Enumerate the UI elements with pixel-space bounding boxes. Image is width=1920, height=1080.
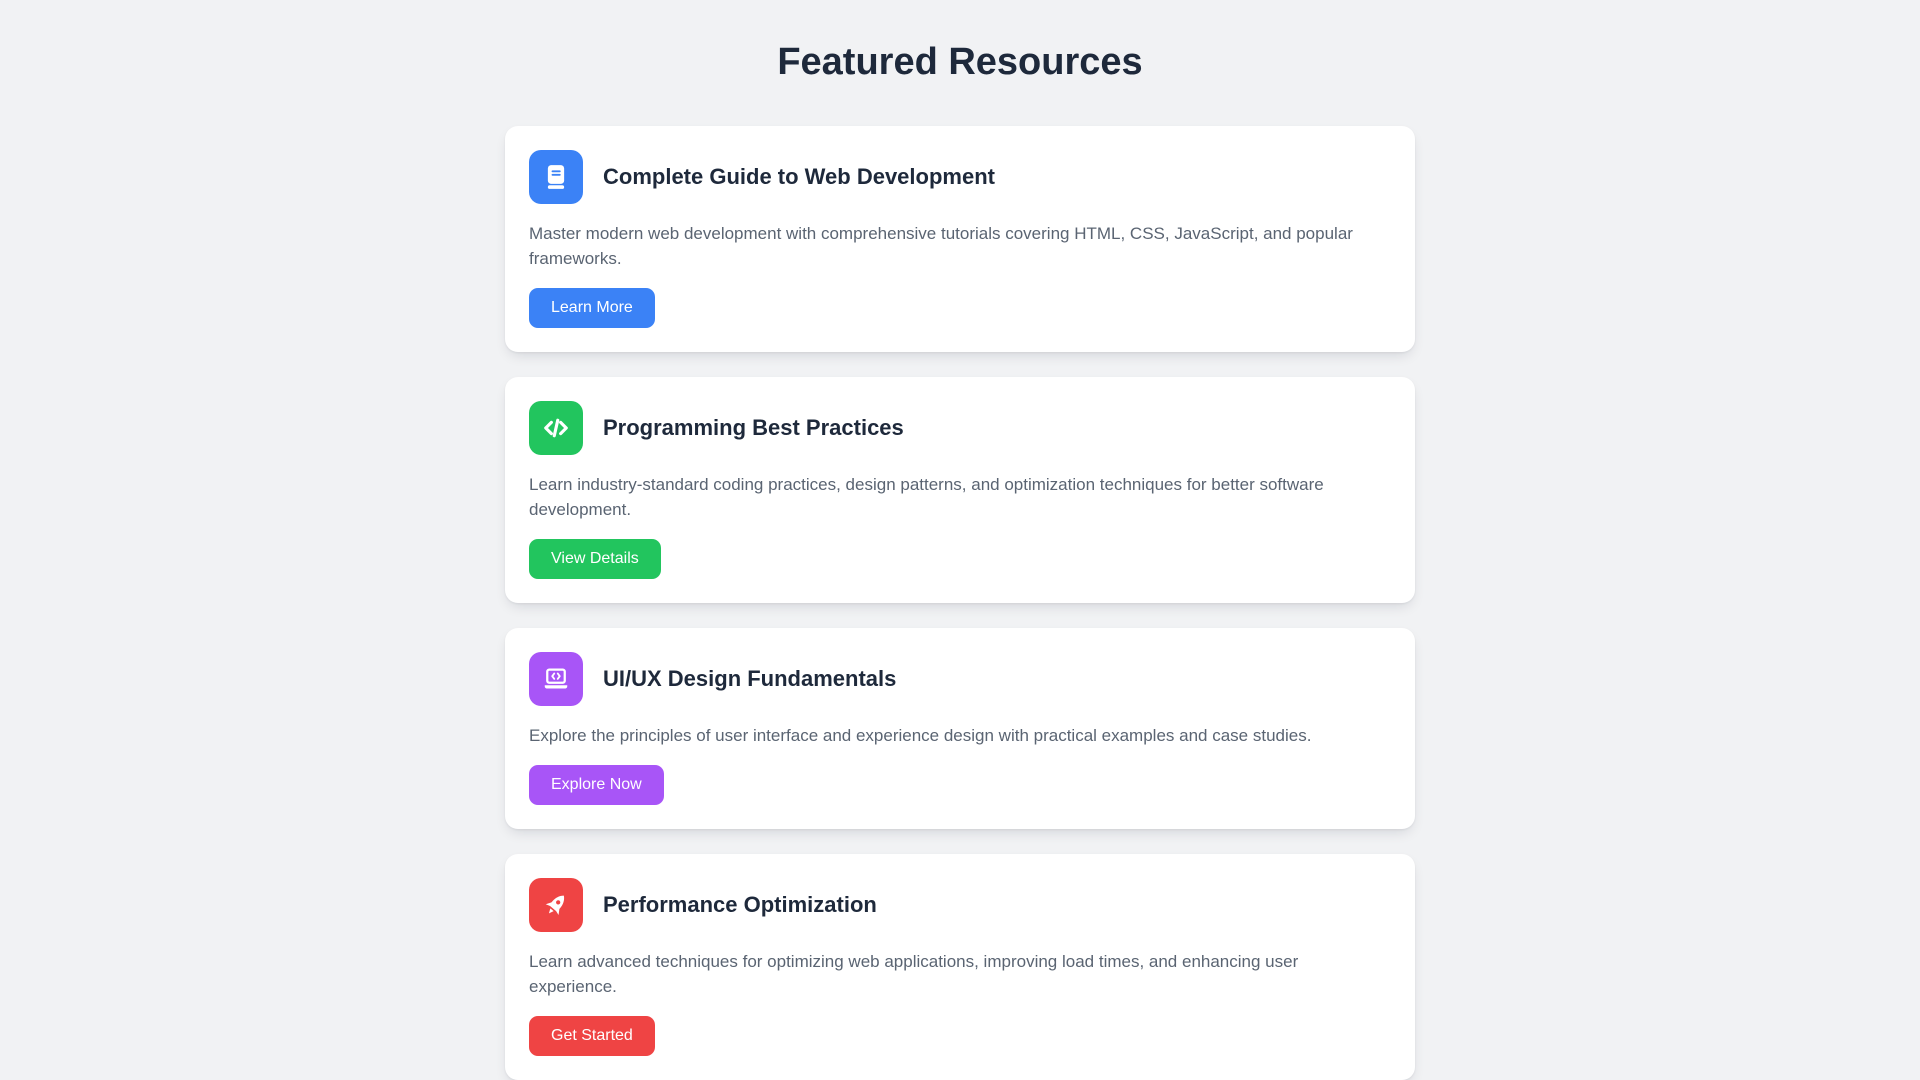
card-description: Master modern web development with compr… bbox=[529, 224, 1353, 268]
card-description: Learn industry-standard coding practices… bbox=[529, 475, 1324, 519]
resource-card-list: Complete Guide to Web Development Master… bbox=[505, 126, 1415, 1080]
card-performance-optimization: Performance Optimization Learn advanced … bbox=[505, 854, 1415, 1080]
page-title: Featured Resources bbox=[777, 41, 1143, 83]
rocket-icon bbox=[529, 878, 583, 932]
card-header: UI/UX Design Fundamentals bbox=[529, 652, 1391, 706]
card-description: Explore the principles of user interface… bbox=[529, 726, 1312, 745]
explore-now-button[interactable]: Explore Now bbox=[529, 765, 664, 805]
learn-more-button[interactable]: Learn More bbox=[529, 288, 655, 328]
card-title: UI/UX Design Fundamentals bbox=[603, 666, 897, 691]
laptop-code-icon bbox=[529, 652, 583, 706]
card-header: Performance Optimization bbox=[529, 878, 1391, 932]
card-header: Programming Best Practices bbox=[529, 401, 1391, 455]
card-header: Complete Guide to Web Development bbox=[529, 150, 1391, 204]
code-icon bbox=[529, 401, 583, 455]
card-uiux-design: UI/UX Design Fundamentals Explore the pr… bbox=[505, 628, 1415, 829]
card-programming-practices: Programming Best Practices Learn industr… bbox=[505, 377, 1415, 603]
view-details-button[interactable]: View Details bbox=[529, 539, 661, 579]
card-title: Programming Best Practices bbox=[603, 415, 904, 440]
book-icon bbox=[529, 150, 583, 204]
card-title: Complete Guide to Web Development bbox=[603, 164, 995, 189]
card-web-development: Complete Guide to Web Development Master… bbox=[505, 126, 1415, 352]
card-description: Learn advanced techniques for optimizing… bbox=[529, 952, 1299, 996]
card-title: Performance Optimization bbox=[603, 892, 877, 917]
get-started-button[interactable]: Get Started bbox=[529, 1016, 655, 1056]
